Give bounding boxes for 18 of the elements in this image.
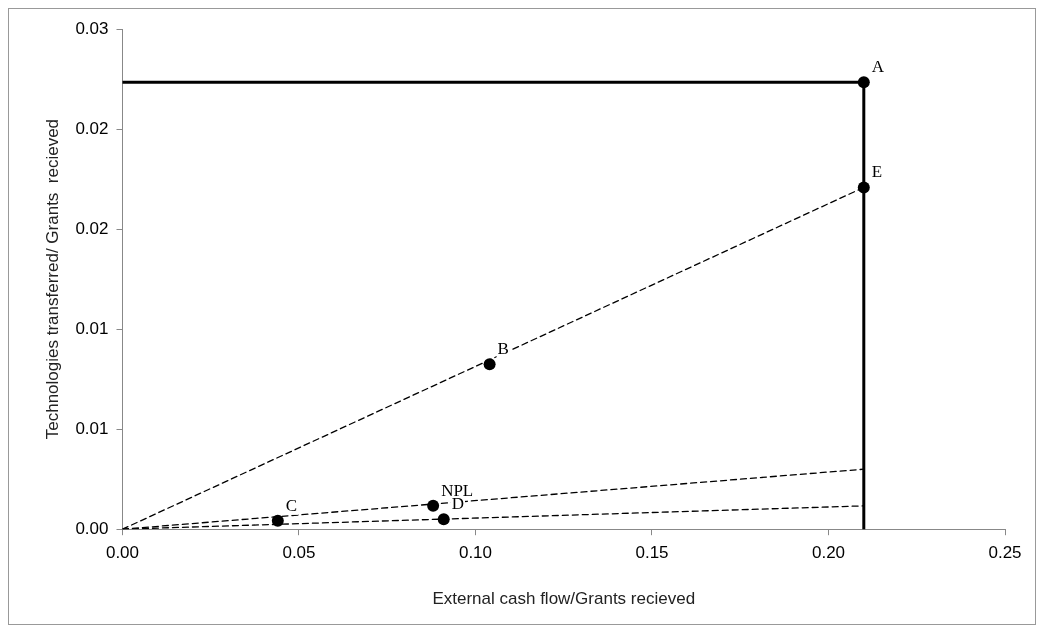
x-tick-label: 0.00 xyxy=(105,543,140,563)
annotation: A xyxy=(871,57,885,77)
x-tick-label: 0.05 xyxy=(282,543,316,563)
x-tick-label: 0.15 xyxy=(635,543,669,563)
x-tick-label: 0.20 xyxy=(811,543,846,563)
y-tick-label: 0.02 xyxy=(75,118,109,138)
y-tick-label: 0.02 xyxy=(75,218,109,238)
x-axis-title: External cash flow/Grants recieved xyxy=(432,589,696,609)
y-tick-label: 0.03 xyxy=(75,18,109,38)
x-tick-label: 0.25 xyxy=(988,543,1022,563)
annotation: B xyxy=(497,339,509,359)
y-tick-label: 0.00 xyxy=(75,518,109,538)
y-axis-title: Technologies transferred/ Grants recieved xyxy=(42,118,62,440)
y-tick-label: 0.01 xyxy=(75,418,109,438)
annotation: E xyxy=(871,162,883,182)
y-tick-label: 0.01 xyxy=(75,318,109,338)
x-tick-label: 0.10 xyxy=(458,543,493,563)
annotation: C xyxy=(285,495,298,515)
